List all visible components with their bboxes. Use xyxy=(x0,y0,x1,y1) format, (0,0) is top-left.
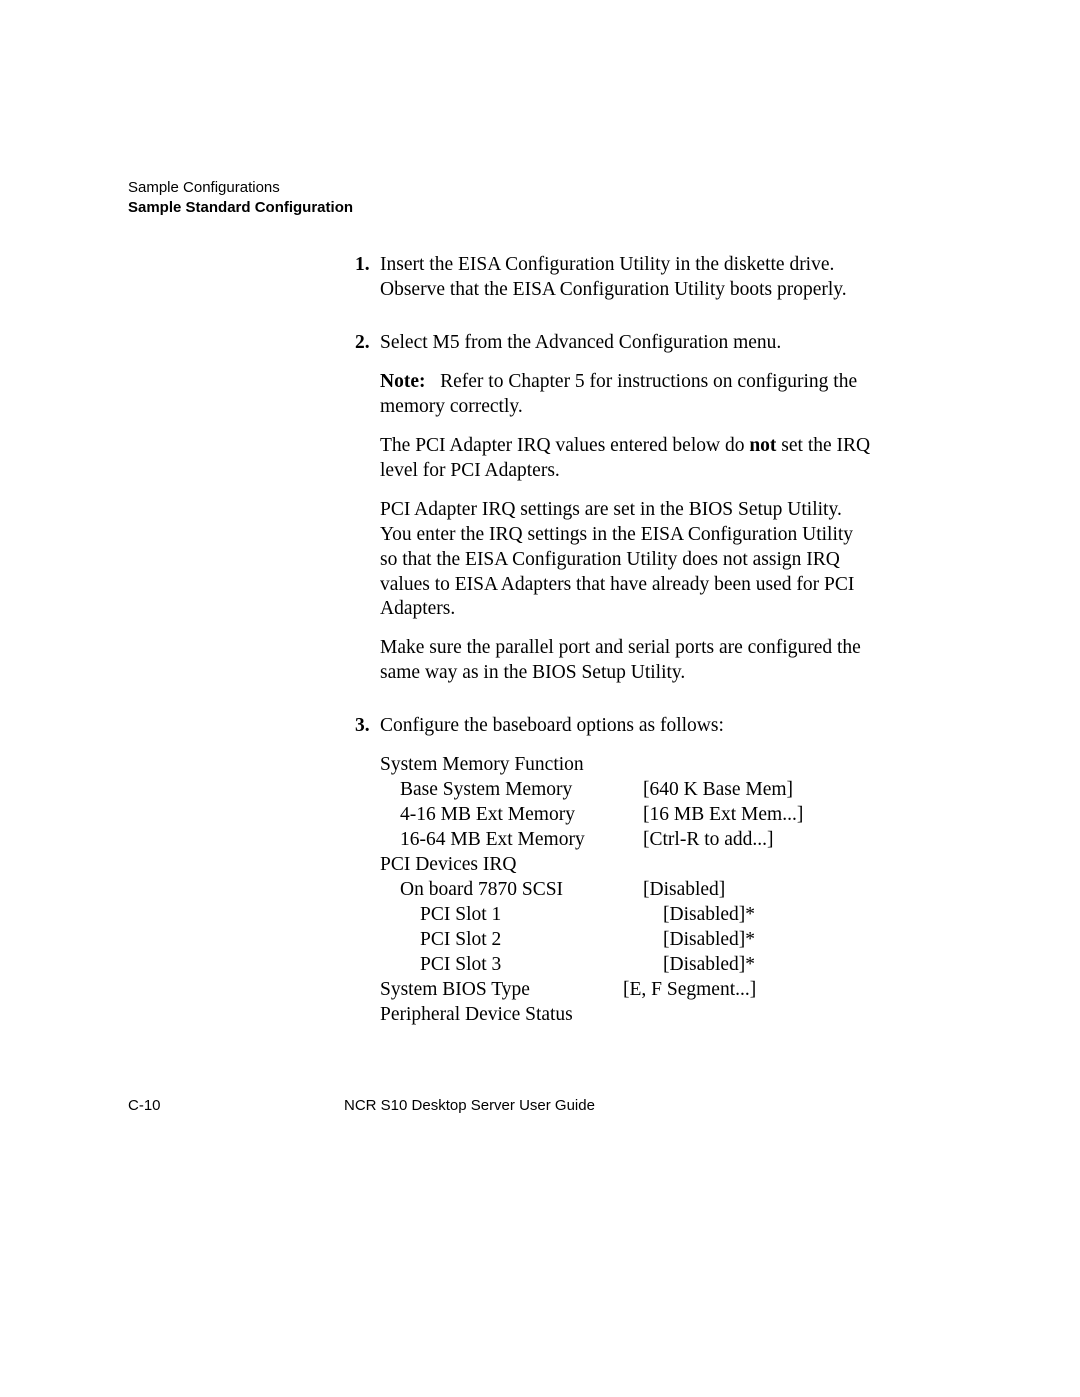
config-table: System Memory Function Base System Memor… xyxy=(380,753,875,1027)
config-value: [640 K Base Mem] xyxy=(643,778,875,803)
config-row: Peripheral Device Status xyxy=(380,1003,875,1028)
step-number: 1. xyxy=(355,253,380,317)
config-row: PCI Slot 2 [Disabled]* xyxy=(380,928,875,953)
step-3: 3. Configure the baseboard options as fo… xyxy=(355,714,875,1027)
config-label: PCI Slot 2 xyxy=(380,928,663,953)
config-value: [16 MB Ext Mem...] xyxy=(643,803,875,828)
config-row: 16-64 MB Ext Memory [Ctrl-R to add...] xyxy=(380,828,875,853)
config-label: System BIOS Type xyxy=(380,978,623,1003)
config-label: 16-64 MB Ext Memory xyxy=(380,828,643,853)
note-label: Note: xyxy=(380,371,425,392)
config-label: Peripheral Device Status xyxy=(380,1003,623,1028)
step-number: 3. xyxy=(355,714,380,1027)
config-value xyxy=(623,753,875,778)
config-label: 4-16 MB Ext Memory xyxy=(380,803,643,828)
config-value: [Ctrl-R to add...] xyxy=(643,828,875,853)
main-content: 1. Insert the EISA Configuration Utility… xyxy=(355,253,875,1042)
config-label: PCI Devices IRQ xyxy=(380,853,623,878)
config-value: [E, F Segment...] xyxy=(623,978,875,1003)
note-text: Refer to Chapter 5 for instructions on c… xyxy=(380,371,857,417)
step-text: Select M5 from the Advanced Configuratio… xyxy=(380,331,875,356)
header-subsection: Sample Standard Configuration xyxy=(128,198,353,218)
config-value: [Disabled]* xyxy=(663,928,875,953)
text: The PCI Adapter IRQ values entered below… xyxy=(380,435,749,456)
config-row: Base System Memory [640 K Base Mem] xyxy=(380,778,875,803)
step-text: Insert the EISA Configuration Utility in… xyxy=(380,253,875,303)
config-value: [Disabled]* xyxy=(663,903,875,928)
step-body: Configure the baseboard options as follo… xyxy=(380,714,875,1027)
page-header: Sample Configurations Sample Standard Co… xyxy=(128,178,353,219)
config-value xyxy=(623,853,875,878)
step-body: Insert the EISA Configuration Utility in… xyxy=(380,253,875,317)
config-row: PCI Slot 3 [Disabled]* xyxy=(380,953,875,978)
config-row: PCI Slot 1 [Disabled]* xyxy=(380,903,875,928)
config-label: PCI Slot 1 xyxy=(380,903,663,928)
bold-not: not xyxy=(749,435,776,456)
config-value xyxy=(623,1003,875,1028)
parallel-note: Make sure the parallel port and serial p… xyxy=(380,636,875,686)
pci-note-1: The PCI Adapter IRQ values entered below… xyxy=(380,434,875,484)
config-row: 4-16 MB Ext Memory [16 MB Ext Mem...] xyxy=(380,803,875,828)
config-value: [Disabled] xyxy=(643,878,875,903)
config-row: System Memory Function xyxy=(380,753,875,778)
step-2: 2. Select M5 from the Advanced Configura… xyxy=(355,331,875,700)
pci-note-2: PCI Adapter IRQ settings are set in the … xyxy=(380,498,875,623)
footer-title: NCR S10 Desktop Server User Guide xyxy=(344,1097,858,1114)
header-section: Sample Configurations xyxy=(128,178,353,198)
step-number: 2. xyxy=(355,331,380,700)
config-label: PCI Slot 3 xyxy=(380,953,663,978)
config-row: On board 7870 SCSI [Disabled] xyxy=(380,878,875,903)
step-body: Select M5 from the Advanced Configuratio… xyxy=(380,331,875,700)
config-row: PCI Devices IRQ xyxy=(380,853,875,878)
config-label: On board 7870 SCSI xyxy=(380,878,643,903)
config-row: System BIOS Type [E, F Segment...] xyxy=(380,978,875,1003)
page-footer: C-10 NCR S10 Desktop Server User Guide xyxy=(128,1097,858,1114)
page-number: C-10 xyxy=(128,1097,344,1114)
config-label: Base System Memory xyxy=(380,778,643,803)
config-label: System Memory Function xyxy=(380,753,623,778)
note-paragraph: Note: Refer to Chapter 5 for instruction… xyxy=(380,370,875,420)
step-1: 1. Insert the EISA Configuration Utility… xyxy=(355,253,875,317)
step-text: Configure the baseboard options as follo… xyxy=(380,714,875,739)
config-value: [Disabled]* xyxy=(663,953,875,978)
